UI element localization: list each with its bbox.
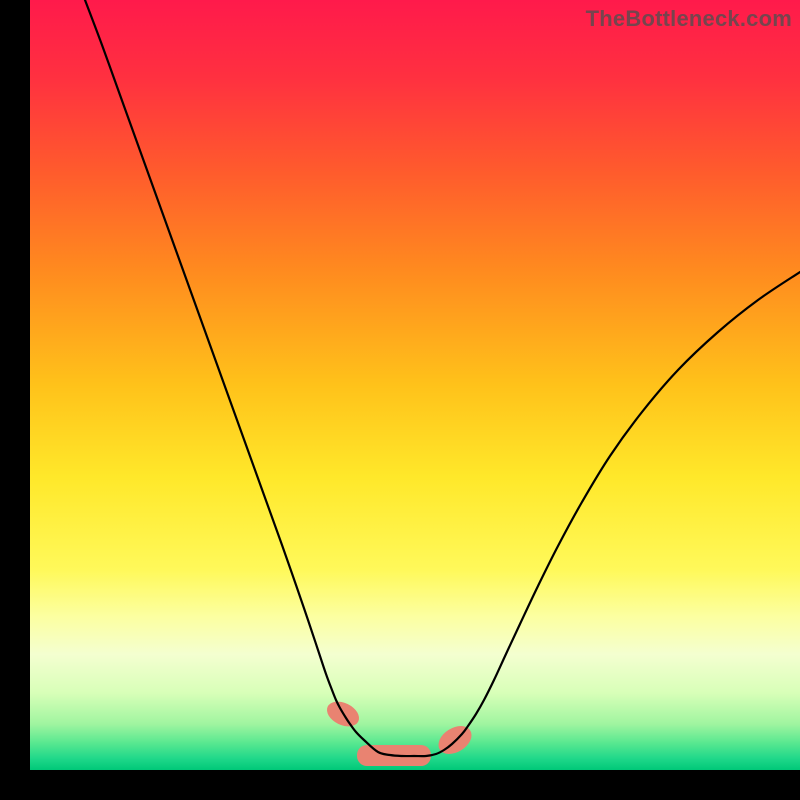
watermark-text: TheBottleneck.com (586, 6, 792, 32)
bottleneck-curve (85, 0, 800, 756)
plot-area (30, 0, 800, 770)
curve-layer (30, 0, 800, 770)
